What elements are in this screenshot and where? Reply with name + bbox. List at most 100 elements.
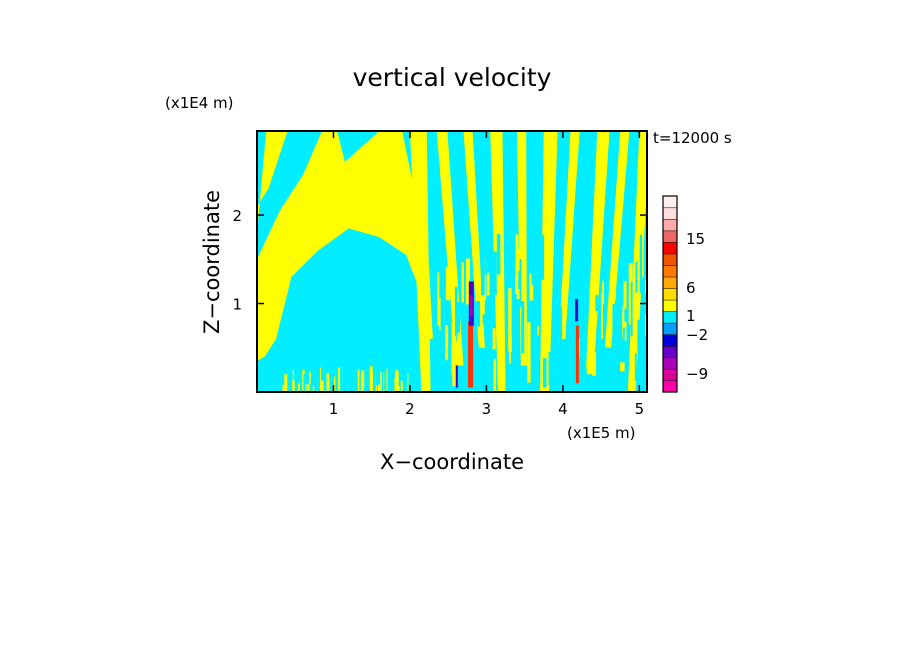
field-streak: [434, 307, 437, 348]
updraft-plume: [468, 321, 474, 388]
field-streak: [639, 234, 643, 294]
field-low-streak: [373, 367, 376, 392]
field-low-streak: [320, 380, 324, 392]
colorbar-swatch: [662, 287, 678, 301]
field-low-streak: [370, 371, 373, 392]
field-streak: [624, 308, 628, 322]
y-axis-label: Z−coordinate: [200, 190, 224, 334]
field-streak: [614, 259, 617, 299]
field-low-streak: [378, 384, 381, 392]
colorbar-swatch: [662, 264, 678, 278]
x-tick-label: 4: [558, 400, 568, 418]
field-band: [559, 131, 580, 339]
field-streak: [461, 262, 464, 303]
field-low-streak: [314, 376, 316, 392]
field-streak: [543, 358, 547, 388]
field-low-streak: [398, 386, 400, 392]
field-band: [627, 131, 647, 392]
field-streak: [496, 234, 501, 275]
field-streak: [561, 308, 566, 338]
x-axis-ticks: 1 2 3 4 5: [329, 131, 644, 418]
field-streak: [450, 364, 453, 384]
field-streak: [559, 306, 563, 350]
field-streak: [622, 305, 627, 341]
field-streak: [601, 292, 603, 339]
field-low-streak: [410, 371, 414, 392]
field-streak: [451, 322, 457, 355]
field-streak: [592, 289, 595, 327]
field-streak: [548, 352, 552, 386]
field-low-streak: [301, 370, 305, 392]
field-streak: [637, 319, 641, 352]
colorbar-swatch: [662, 241, 678, 255]
field-streak: [634, 353, 637, 381]
field-low-streak: [375, 385, 378, 392]
field-streak: [465, 258, 471, 305]
plot-area: [257, 131, 647, 392]
field-low-streak: [305, 384, 307, 392]
colorbar-swatch: [662, 357, 678, 370]
field-streak: [537, 307, 541, 323]
field-streak: [602, 280, 604, 305]
field-streak: [508, 288, 512, 350]
y-axis-ticks: 12: [232, 207, 647, 314]
field-streak: [584, 368, 587, 391]
field-low-streak: [309, 371, 311, 392]
field-low-streak: [326, 378, 330, 392]
colorbar-swatch: [662, 207, 678, 220]
colorbar-swatch: [662, 195, 678, 209]
colorbar-label: 6: [686, 279, 696, 297]
field-streak: [623, 280, 627, 309]
field-low-streak: [330, 384, 332, 392]
field-strip: [257, 131, 288, 233]
colorbar-frame: [662, 195, 678, 393]
field-streak: [486, 272, 490, 296]
field-low-streak: [394, 370, 398, 392]
colorbar-label: −2: [686, 326, 708, 344]
field-streak: [527, 254, 532, 274]
field-streak: [569, 330, 574, 359]
field-low-streak: [334, 376, 336, 392]
x-tick-label: 3: [482, 400, 492, 418]
field-streak: [475, 301, 481, 327]
field-streak: [551, 362, 554, 390]
field-streak: [481, 249, 485, 296]
downdraft-plume-2: [575, 299, 579, 322]
field-streak: [514, 276, 519, 295]
field-streak: [584, 231, 588, 273]
colorbar-swatch: [662, 380, 678, 393]
colorbar-swatch: [662, 345, 678, 358]
field-low-streak: [423, 385, 426, 392]
colorbar-swatch: [662, 218, 678, 232]
field-streak: [456, 301, 461, 333]
field-streak: [595, 295, 599, 312]
field-low-streak: [338, 367, 341, 392]
field-low-streak: [386, 368, 388, 392]
field-streak: [454, 286, 458, 336]
field-streak: [558, 275, 560, 311]
field-low-streak: [400, 381, 403, 392]
plot-frame: [256, 130, 648, 393]
field-streak: [539, 234, 545, 280]
field-low-streak: [407, 372, 409, 392]
updraft-plume-2: [575, 325, 579, 384]
colorbar-swatch: [662, 299, 678, 312]
field-streak: [493, 359, 497, 392]
field-streak: [439, 298, 441, 331]
field-band: [409, 131, 431, 392]
colorbar: 15 6 1−2 −9: [662, 195, 708, 393]
field-low-streak: [360, 380, 364, 392]
field-streak: [514, 344, 516, 381]
field-low-streak: [307, 383, 309, 392]
field-streak: [521, 301, 525, 354]
field-streak: [612, 304, 615, 337]
colorbar-label: 15: [686, 230, 705, 248]
field-low-streak: [362, 387, 366, 392]
field-streak: [486, 306, 489, 343]
field-low-streak: [287, 371, 291, 392]
x-unit-label: (x1E5 m): [567, 424, 636, 442]
colorbar-swatch: [662, 253, 678, 266]
colorbar-swatch: [662, 276, 678, 289]
field-low-streak: [365, 384, 368, 392]
